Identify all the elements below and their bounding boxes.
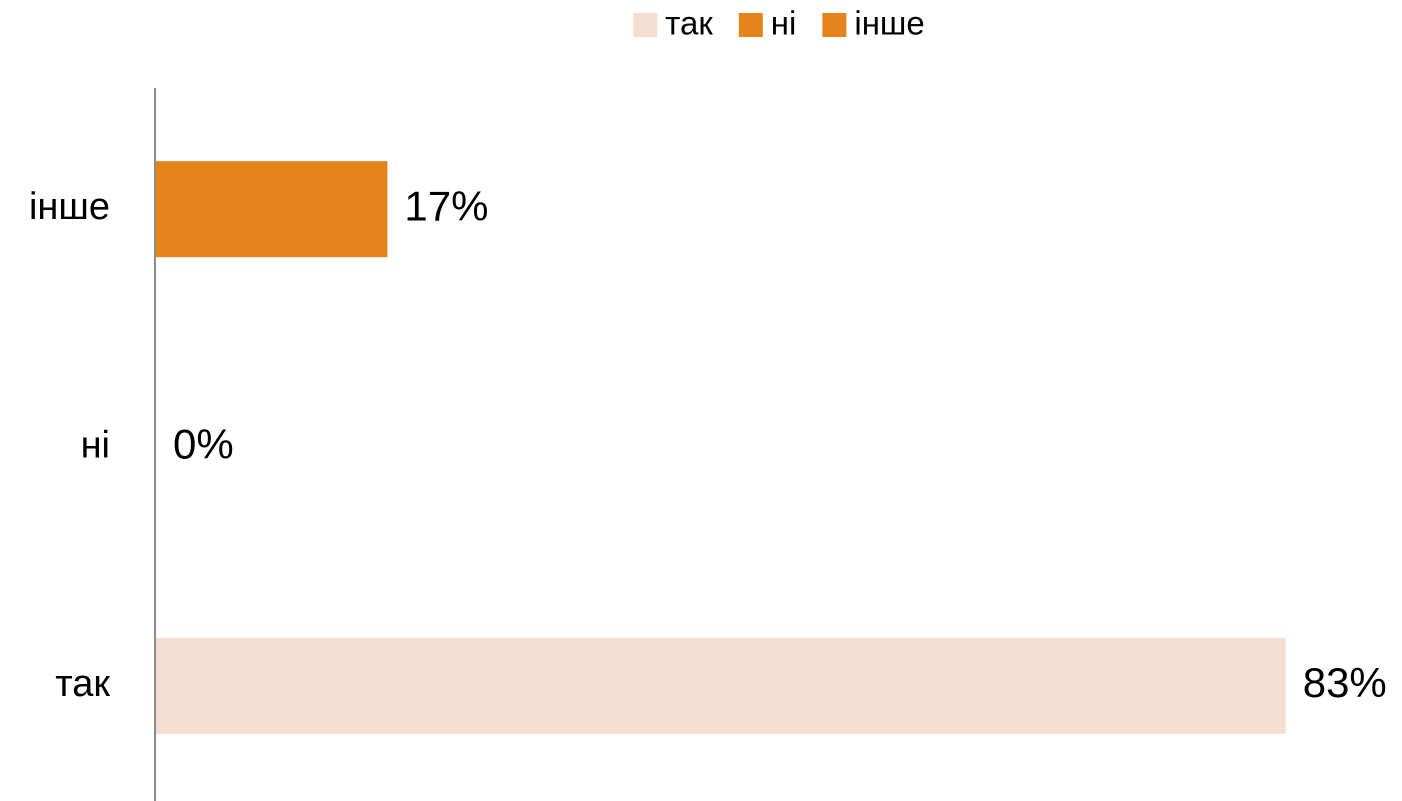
legend-swatch: [738, 13, 763, 37]
legend-label: ні: [771, 5, 797, 42]
data-label: 83%: [1303, 659, 1387, 706]
y-tick-label: ні: [81, 425, 110, 467]
y-tick-label: так: [55, 663, 110, 705]
legend-label: так: [665, 5, 713, 42]
bar: [156, 161, 388, 258]
bar: [156, 637, 1286, 734]
legend-swatch: [822, 13, 847, 37]
legend-label: інше: [854, 5, 924, 42]
data-label: 0%: [173, 421, 234, 468]
data-label: 17%: [404, 182, 488, 229]
legend-swatch: [633, 13, 658, 37]
y-tick-label: інше: [29, 186, 110, 228]
